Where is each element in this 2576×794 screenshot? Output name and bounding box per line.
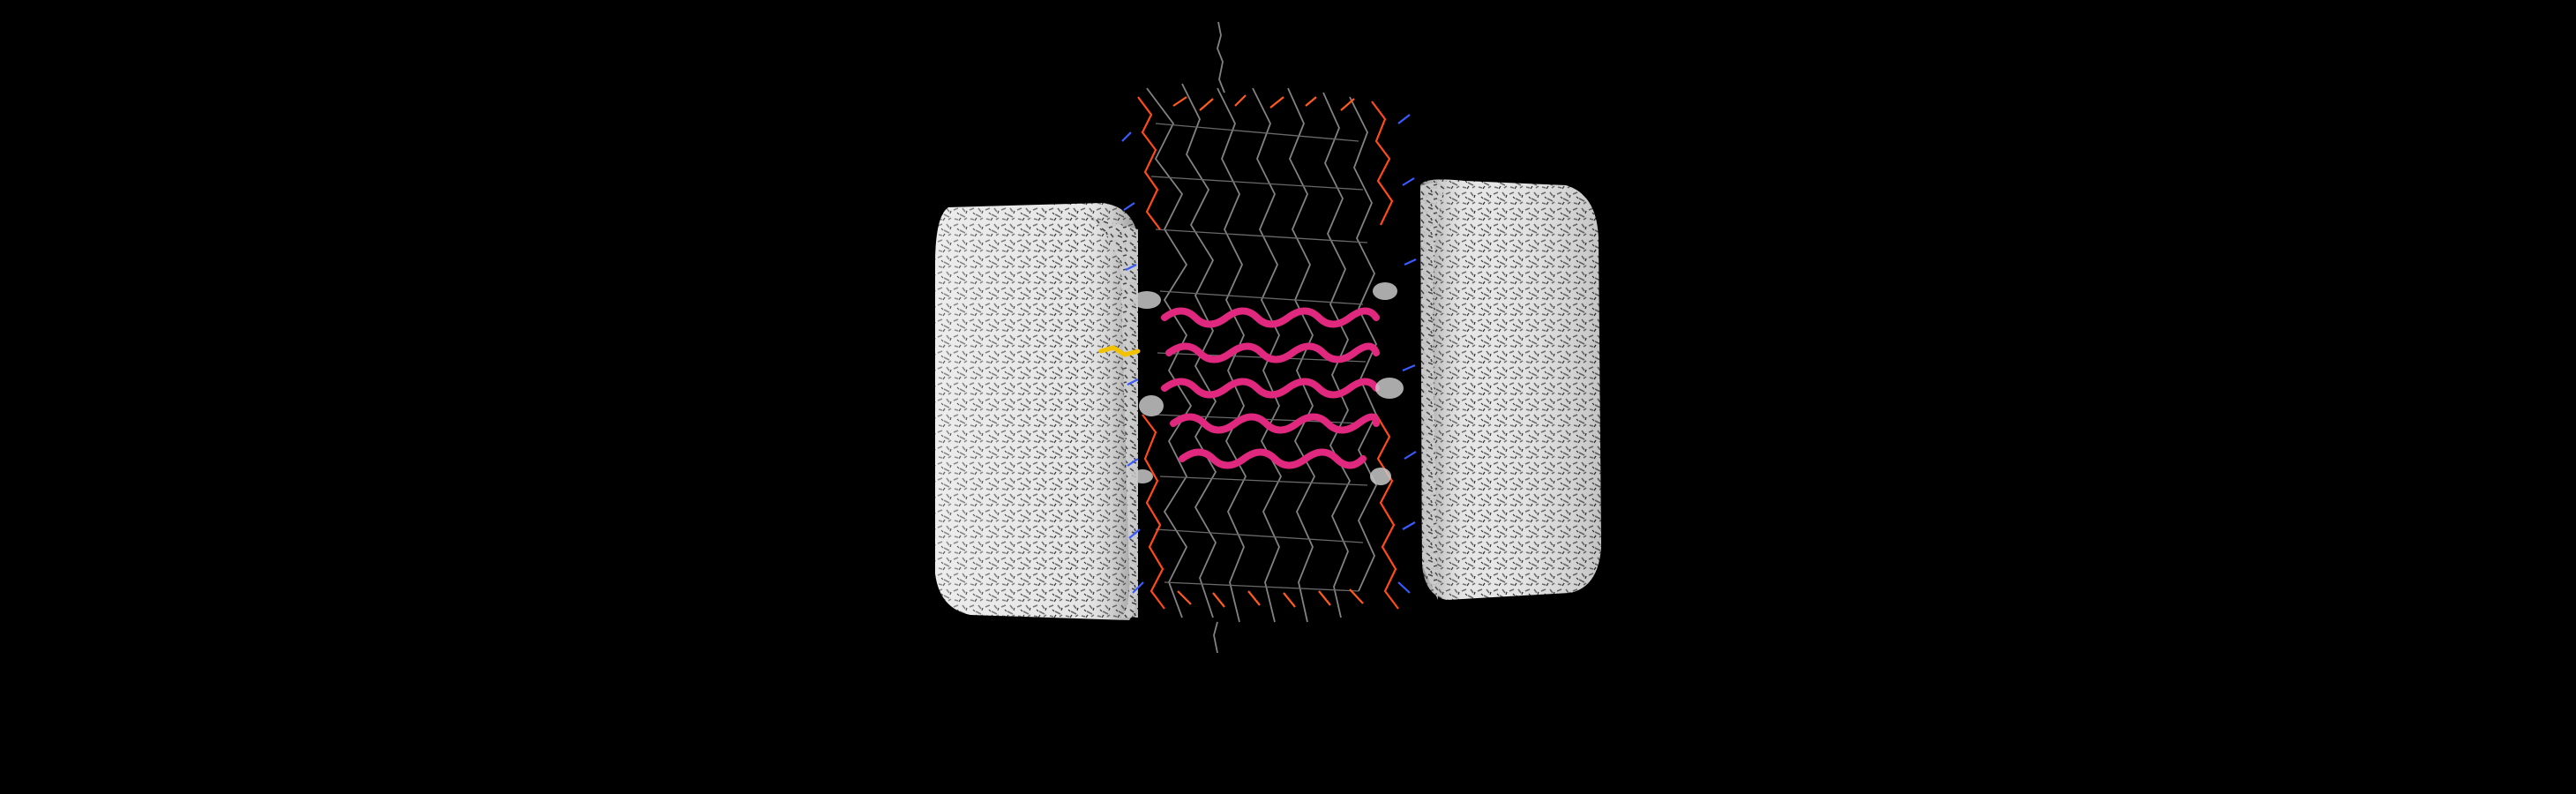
protein-surface [1132, 282, 1404, 485]
lipid-headgroups [1121, 94, 1417, 610]
ligand [1098, 345, 1141, 357]
water-box-left [935, 203, 1138, 620]
lipid-membrane [1146, 21, 1378, 654]
protein-helices [1161, 307, 1380, 469]
water-box-right [1420, 179, 1601, 601]
